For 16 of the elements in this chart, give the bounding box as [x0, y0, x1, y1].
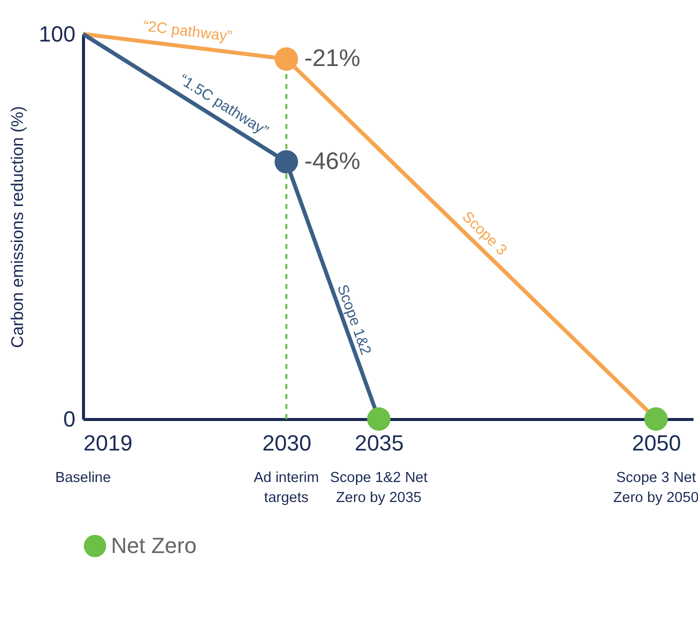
x-tick-label: 2019	[84, 430, 132, 456]
text: Ad interim targets	[254, 470, 319, 506]
annotation: -46%	[304, 148, 360, 175]
y-tick-label: 0	[63, 406, 76, 432]
text: Baseline	[55, 470, 111, 486]
x-tick-label: 2050	[632, 430, 682, 456]
annotation: -21%	[304, 45, 360, 72]
x-tick-label: 2035	[354, 430, 404, 456]
legend-label: Net Zero	[111, 533, 197, 558]
y-tick-label: 100	[38, 22, 76, 46]
text: Scope 1&2 Net Zero by 2035	[330, 470, 428, 506]
annotation: Scope 1&2	[334, 282, 374, 358]
x-tick-label: 2030	[262, 430, 312, 456]
text: Scope 3 Net Zero by 2050	[613, 470, 698, 506]
annotation: “2C pathway”	[142, 18, 233, 46]
y-axis-title: Carbon emissions reduction (%)	[8, 106, 27, 348]
